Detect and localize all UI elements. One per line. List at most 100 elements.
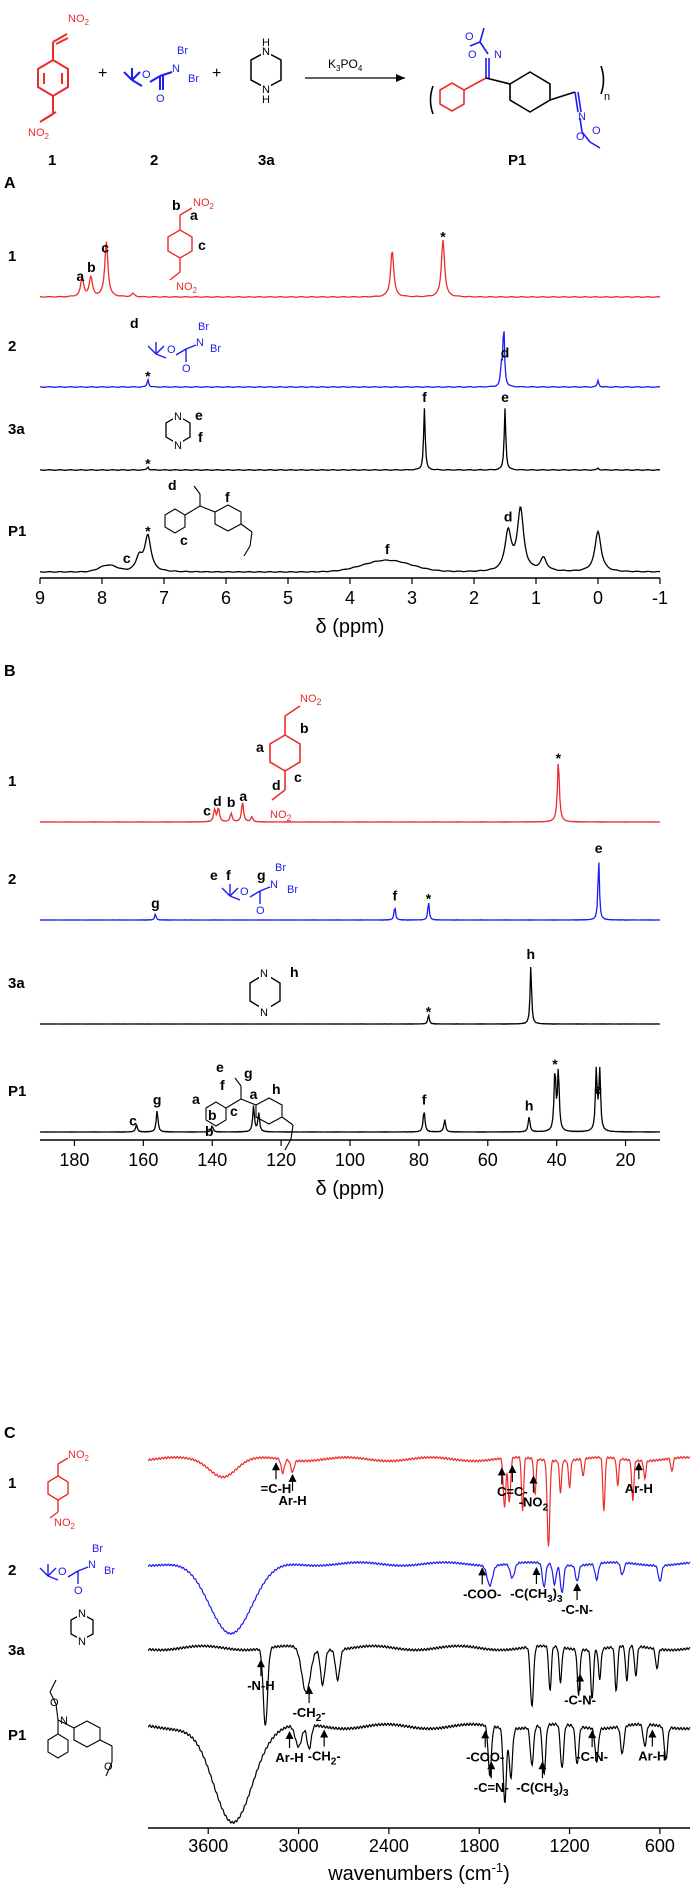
panel-a-struct3a-label-e: e bbox=[195, 407, 203, 423]
spectrum-trace bbox=[39, 331, 660, 388]
spectrum-trace bbox=[39, 862, 661, 921]
x-tick-label: 3 bbox=[407, 588, 417, 608]
polymer-p1-structure bbox=[429, 27, 605, 149]
peak-label: d bbox=[213, 793, 222, 809]
annotation-arrowhead bbox=[487, 1761, 496, 1770]
peak-label: * bbox=[426, 890, 432, 906]
panel-b-structp1-label-g: g bbox=[244, 1065, 253, 1081]
peak-label: c bbox=[101, 239, 109, 255]
x-tick-label: 100 bbox=[335, 1150, 365, 1170]
panel-c-2-br2: Br bbox=[104, 1565, 115, 1577]
peak-label: a bbox=[76, 268, 84, 284]
peak-label: f bbox=[392, 887, 397, 903]
x-axis-label: wavenumbers (cm-1) bbox=[327, 1860, 510, 1885]
reaction-scheme: NO2 NO2 + O O N Br Br + H N N H K3PO4 bbox=[28, 13, 610, 169]
annotation-label: =C-H bbox=[261, 1481, 292, 1496]
p1-o-bottom: O bbox=[592, 125, 601, 137]
panel-a-2-o2: O bbox=[182, 363, 191, 375]
peak-label: * bbox=[426, 1004, 432, 1020]
panel-a-struct1-label-a: a bbox=[190, 207, 198, 223]
panel-b-2-br2: Br bbox=[287, 884, 298, 896]
peak-label: b bbox=[227, 794, 236, 810]
annotation-label: - bbox=[500, 1486, 504, 1501]
panel-c-2-o2: O bbox=[74, 1585, 83, 1597]
peak-label: f bbox=[422, 1091, 427, 1107]
piperazine-h-top: H bbox=[262, 37, 270, 49]
spectrum-trace bbox=[39, 239, 660, 298]
panel-b-structp1-label-f: f bbox=[220, 1077, 225, 1093]
peak-label: e bbox=[594, 1081, 602, 1097]
panel-b-structp1-label-a: a bbox=[192, 1091, 200, 1107]
x-tick-label: 1 bbox=[531, 588, 541, 608]
panel-b-1-no2-bottom: NO2 bbox=[270, 809, 292, 823]
peak-label: h bbox=[525, 1097, 534, 1113]
panel-c-3a-n-bottom: N bbox=[78, 1636, 86, 1648]
panel-b-structp1-label-c: c bbox=[230, 1103, 238, 1119]
compound-label-1: 1 bbox=[48, 152, 56, 169]
annotation-arrowhead bbox=[481, 1730, 490, 1739]
panel-b-struct-2 bbox=[221, 884, 271, 904]
series-label: P1 bbox=[8, 523, 26, 540]
panel-b-struct1-label-d: d bbox=[272, 777, 281, 793]
x-tick-label: 9 bbox=[35, 588, 45, 608]
x-tick-label: 160 bbox=[128, 1150, 158, 1170]
panel-a-structp1-label-c: c bbox=[180, 532, 188, 548]
x-tick-label: 3600 bbox=[188, 1836, 228, 1856]
x-tick-label: 60 bbox=[478, 1150, 498, 1170]
panel-a-struct-1 bbox=[167, 207, 193, 281]
panel-b-2-o1: O bbox=[240, 886, 249, 898]
panel-a-struct3a-label-f: f bbox=[198, 429, 203, 445]
peak-label: c bbox=[123, 550, 131, 566]
peak-label: * bbox=[556, 750, 562, 766]
panel-c-2-br1: Br bbox=[92, 1543, 103, 1555]
panel-b-3a-n-bottom: N bbox=[260, 1007, 268, 1019]
x-tick-label: 80 bbox=[409, 1150, 429, 1170]
series-label: 1 bbox=[8, 1475, 16, 1492]
plus-sign-1: + bbox=[98, 65, 107, 82]
annotation-arrowhead bbox=[256, 1659, 265, 1668]
peak-label: * bbox=[440, 229, 446, 245]
p1-n-top: N bbox=[494, 49, 502, 61]
annotation-label: Ar-H bbox=[638, 1749, 666, 1764]
panel-b-structp1-label-e: e bbox=[216, 1059, 224, 1075]
x-axis-label: δ (ppm) bbox=[316, 616, 385, 638]
annotation-label: -C-N- bbox=[561, 1602, 593, 1617]
annotation-arrowhead bbox=[497, 1467, 506, 1476]
x-tick-label: 40 bbox=[547, 1150, 567, 1170]
series-label: 2 bbox=[8, 338, 16, 355]
panel-a-1-no2-top: NO2 bbox=[193, 197, 215, 211]
x-tick-label: 3000 bbox=[279, 1836, 319, 1856]
annotation-arrowhead bbox=[305, 1686, 314, 1695]
p1-o-carbonyl-top: O bbox=[468, 49, 477, 61]
amide-n-label: N bbox=[172, 63, 180, 75]
x-tick-label: 2 bbox=[469, 588, 479, 608]
peak-label: b bbox=[87, 259, 96, 275]
series-label: 3a bbox=[8, 975, 25, 992]
plus-sign-2: + bbox=[212, 65, 221, 82]
peak-label: e bbox=[501, 389, 509, 405]
panel-c-struct-2 bbox=[39, 1564, 89, 1584]
annotation-arrowhead bbox=[634, 1462, 643, 1471]
ir-trace bbox=[148, 1560, 691, 1636]
panel-b-struct2-label-g: g bbox=[257, 867, 266, 883]
panel-c-2-o1: O bbox=[58, 1566, 67, 1578]
series-label: 3a bbox=[8, 1642, 25, 1659]
annotation-arrowhead bbox=[508, 1464, 517, 1473]
panel-a-structp1-label-d: d bbox=[168, 477, 177, 493]
panel-a-struct1-label-b: b bbox=[172, 197, 181, 213]
series-label: P1 bbox=[8, 1083, 26, 1100]
ir-trace bbox=[148, 1455, 691, 1547]
annotation-label: Ar-H bbox=[275, 1750, 303, 1765]
no2-label-top: NO2 bbox=[68, 13, 90, 27]
peak-label: * bbox=[145, 368, 151, 384]
ester-o-label: O bbox=[142, 69, 151, 81]
annotation-arrowhead bbox=[288, 1473, 297, 1482]
panel-b-3a-n-top: N bbox=[260, 968, 268, 980]
panel-b-structp1-label-b: b bbox=[205, 1123, 214, 1139]
annotation-arrowhead bbox=[271, 1462, 280, 1471]
piperazine-n-top: N bbox=[262, 46, 270, 58]
panel-c-1-no2-bottom: NO2 bbox=[54, 1517, 76, 1531]
peak-label: g bbox=[151, 895, 160, 911]
